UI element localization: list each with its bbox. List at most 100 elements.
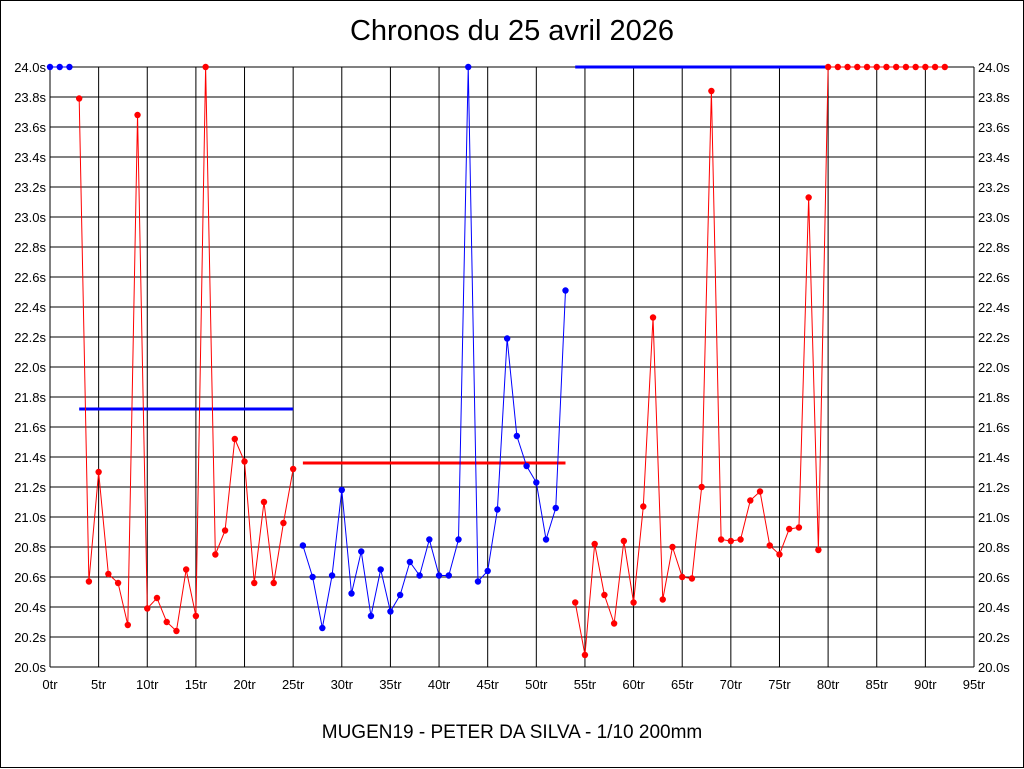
y-tick-label-left: 22.4s — [14, 300, 46, 315]
x-tick-label: 60tr — [622, 677, 645, 692]
data-point — [688, 575, 696, 582]
data-point — [173, 627, 180, 635]
x-tick-label: 80tr — [817, 677, 840, 692]
y-tick-label-right: 21.0s — [978, 510, 1010, 525]
y-tick-label-left: 21.0s — [14, 510, 46, 525]
data-point — [640, 503, 647, 510]
y-tick-label-left: 21.4s — [14, 450, 46, 465]
data-point — [698, 483, 705, 491]
series-line — [302, 66, 566, 629]
y-tick-label-right: 20.6s — [978, 570, 1010, 585]
data-point — [251, 579, 258, 587]
data-point — [95, 468, 102, 476]
y-tick-label-left: 21.2s — [14, 480, 46, 495]
y-tick-label-left: 20.0s — [14, 660, 46, 675]
data-point — [280, 519, 287, 527]
y-tick-label-left: 20.8s — [14, 540, 46, 555]
data-point — [922, 63, 929, 71]
data-point — [834, 63, 842, 71]
series-run-1 — [75, 63, 297, 635]
data-point — [824, 63, 832, 71]
data-point — [601, 591, 608, 599]
series-run-2 — [299, 63, 569, 632]
data-point — [902, 63, 910, 71]
data-point — [465, 63, 472, 71]
data-point — [844, 63, 851, 71]
y-tick-label-left: 20.2s — [14, 630, 46, 645]
data-point — [610, 620, 618, 627]
chart-title: Chronos du 25 avril 2026 — [349, 15, 675, 47]
y-tick-label-right: 20.2s — [978, 630, 1010, 645]
data-point — [182, 566, 190, 573]
x-tick-label: 40tr — [428, 677, 451, 692]
data-point — [620, 537, 628, 545]
y-tick-label-right: 23.4s — [978, 150, 1010, 165]
x-tick-label: 15tr — [185, 677, 208, 692]
data-point — [659, 596, 666, 603]
data-point — [260, 498, 268, 506]
y-tick-label-left: 22.0s — [14, 360, 46, 375]
data-point — [776, 551, 783, 558]
series-run-3 — [572, 63, 949, 659]
data-point — [717, 536, 725, 543]
data-point — [737, 536, 744, 543]
data-point — [892, 63, 900, 71]
y-tick-label-left: 23.6s — [14, 120, 46, 135]
x-tick-label: 85tr — [866, 677, 889, 692]
data-point — [348, 590, 355, 597]
data-point — [766, 542, 773, 549]
series-line — [574, 66, 945, 656]
data-point — [192, 612, 200, 620]
y-tick-label-left: 23.8s — [14, 90, 46, 105]
data-point — [134, 111, 141, 119]
data-point — [299, 542, 307, 549]
x-tick-label: 10tr — [136, 677, 159, 692]
y-tick-label-right: 22.2s — [978, 330, 1010, 345]
y-tick-label-right: 24.0s — [978, 60, 1010, 75]
data-point — [416, 572, 423, 579]
x-tick-label: 50tr — [525, 677, 548, 692]
data-point — [338, 486, 345, 494]
x-tick-label: 0tr — [42, 677, 58, 692]
data-point — [542, 536, 550, 543]
data-point — [319, 624, 326, 632]
y-tick-label-right: 23.6s — [978, 120, 1010, 135]
y-tick-label-left: 22.6s — [14, 270, 46, 285]
y-tick-label-right: 21.4s — [978, 450, 1010, 465]
series-start — [46, 63, 73, 71]
y-tick-label-right: 23.8s — [978, 90, 1010, 105]
chart-subtitle: MUGEN19 - PETER DA SILVA - 1/10 200mm — [321, 722, 703, 743]
x-tick-label: 45tr — [476, 677, 499, 692]
data-point — [533, 479, 540, 486]
data-point — [883, 63, 890, 71]
y-tick-label-left: 23.0s — [14, 210, 46, 225]
x-tick-label: 55tr — [574, 677, 597, 692]
y-tick-label-right: 22.8s — [978, 240, 1010, 255]
data-point — [484, 567, 491, 575]
y-tick-label-left: 23.4s — [14, 150, 46, 165]
data-point — [75, 95, 83, 102]
y-tick-label-right: 22.0s — [978, 360, 1010, 375]
y-tick-label-right: 20.0s — [978, 660, 1010, 675]
data-point — [747, 497, 754, 504]
data-point — [221, 527, 229, 534]
x-tick-label: 30tr — [331, 677, 354, 692]
y-tick-label-right: 21.2s — [978, 480, 1010, 495]
data-point — [873, 63, 880, 71]
y-tick-label-left: 20.6s — [14, 570, 46, 585]
x-tick-label: 25tr — [282, 677, 305, 692]
y-tick-label-right: 21.8s — [978, 390, 1010, 405]
data-point — [105, 570, 112, 578]
data-point — [46, 63, 54, 71]
x-tick-label: 95tr — [963, 677, 986, 692]
data-point — [931, 63, 939, 71]
data-point — [163, 618, 170, 626]
data-point — [523, 462, 530, 470]
y-tick-label-right: 21.6s — [978, 420, 1010, 435]
data-point — [854, 63, 861, 71]
y-tick-label-left: 23.2s — [14, 180, 46, 195]
y-tick-label-right: 22.4s — [978, 300, 1010, 315]
data-point — [513, 432, 521, 440]
